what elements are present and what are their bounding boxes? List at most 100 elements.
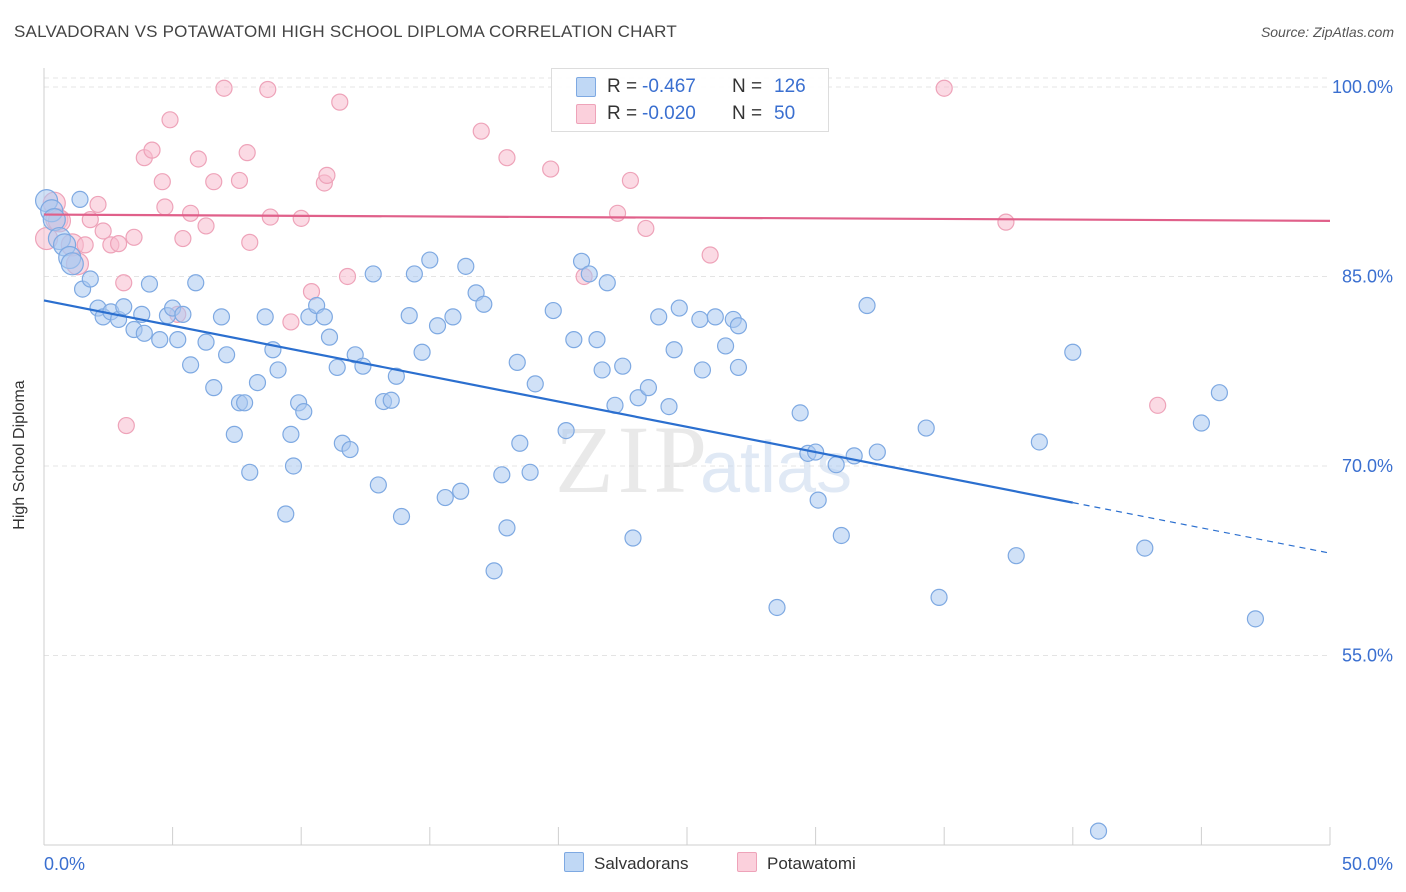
potawatomi-point xyxy=(621,171,640,190)
potawatomi-point xyxy=(935,79,953,97)
salvadoran-point xyxy=(557,422,575,440)
salvadoran-point xyxy=(706,308,724,326)
potawatomi-point xyxy=(161,111,179,129)
salvadoran-point xyxy=(930,588,948,606)
potawatomi-point xyxy=(997,213,1015,231)
y-tick-label: 55.0% xyxy=(1342,645,1393,665)
salvadoran-point xyxy=(248,373,267,392)
potawatomi-point xyxy=(143,141,161,159)
salvadoran-point xyxy=(526,375,544,393)
r-value: -0.020 xyxy=(642,103,696,124)
salvadoran-point xyxy=(436,488,454,507)
salvadoran-point xyxy=(1064,343,1082,361)
salvadoran-point xyxy=(218,346,236,364)
salvadoran-point xyxy=(115,298,133,316)
salvadoran-point xyxy=(277,505,295,523)
watermark-atlas: atlas xyxy=(700,428,852,508)
salvadoran-point xyxy=(282,425,300,443)
salvadoran-point xyxy=(508,353,526,371)
salvadoran-point xyxy=(665,341,683,359)
salvadoran-legend-swatch xyxy=(564,852,584,872)
salvadoran-trend-extension xyxy=(1072,502,1331,554)
x-tick-label: 0.0% xyxy=(44,854,85,874)
legend-item-salvadorans[interactable]: Salvadorans xyxy=(564,852,689,874)
salvadoran-point xyxy=(670,299,688,317)
salvadoran-point xyxy=(421,251,439,269)
potawatomi-point xyxy=(282,313,300,331)
legend-label: Potawatomi xyxy=(767,854,856,873)
salvadoran-point xyxy=(187,274,205,292)
potawatomi-point xyxy=(153,173,171,191)
potawatomi-point xyxy=(125,228,143,246)
potawatomi-point xyxy=(318,166,336,184)
salvadoran-point xyxy=(428,317,447,335)
salvadoran-point xyxy=(413,343,431,361)
salvadoran-point xyxy=(256,308,274,326)
potawatomi-point xyxy=(174,229,192,248)
potawatomi-point xyxy=(608,204,627,222)
chart-title: SALVADORAN VS POTAWATOMI HIGH SCHOOL DIP… xyxy=(14,22,677,41)
potawatomi-point xyxy=(109,235,128,253)
potawatomi-point xyxy=(182,204,200,222)
n-label: N = xyxy=(732,76,763,97)
potawatomi-point xyxy=(241,233,259,251)
salvadoran-point xyxy=(225,425,243,443)
salvadoran-point xyxy=(140,275,159,293)
salvadoran-point xyxy=(1089,822,1108,840)
salvadoran-point xyxy=(511,434,529,452)
salvadoran-point xyxy=(364,265,382,283)
salvadoran-point xyxy=(1007,547,1025,565)
y-tick-label: 85.0% xyxy=(1342,266,1393,286)
legend-item-potawatomi[interactable]: Potawatomi xyxy=(737,852,856,874)
potawatomi-point xyxy=(89,195,107,214)
salvadoran-point xyxy=(544,301,562,320)
salvadoran-point xyxy=(169,331,187,349)
salvadoran-point xyxy=(197,333,215,351)
salvadoran-point xyxy=(387,367,405,385)
salvadoran-point xyxy=(295,403,313,421)
salvadoran-point xyxy=(858,296,876,315)
salvadoran-point xyxy=(369,476,387,494)
salvadoran-point xyxy=(392,507,411,526)
salvadoran-point xyxy=(598,274,616,292)
salvadoran-point xyxy=(580,265,598,283)
salvadoran-point xyxy=(768,598,786,617)
salvadoran-point xyxy=(868,443,886,461)
potawatomi-point xyxy=(189,150,207,168)
salvadoran-point xyxy=(588,331,606,349)
potawatomi-point xyxy=(542,160,560,178)
salvadoran-point xyxy=(729,358,748,377)
salvadoran-point xyxy=(236,394,254,412)
salvadoran-point xyxy=(917,419,935,437)
salvadoran-point xyxy=(320,328,339,346)
salvadoran-point xyxy=(174,305,192,323)
y-tick-label: 100.0% xyxy=(1332,77,1393,97)
potawatomi-trend-line xyxy=(43,213,1331,222)
salvadoran-point xyxy=(650,308,668,326)
salvadoran-point xyxy=(328,358,346,377)
gridlines xyxy=(44,77,1330,656)
salvadoran-point xyxy=(614,357,632,375)
salvadoran-point xyxy=(315,308,333,326)
salvadoran-point xyxy=(729,317,748,335)
salvadoran-point xyxy=(1192,414,1211,432)
salvadoran-point xyxy=(716,337,735,355)
salvadoran-point xyxy=(475,295,493,313)
potawatomi-point xyxy=(205,173,223,191)
potawatomi-point xyxy=(94,222,112,240)
salvadoran-point xyxy=(284,457,303,475)
salvadoran-point xyxy=(809,491,827,509)
salvadoran-point xyxy=(400,307,418,325)
salvadoran-point xyxy=(485,562,503,580)
salvadoran-point xyxy=(341,440,359,459)
salvadoran-point xyxy=(382,391,400,409)
salvadoran-point xyxy=(135,324,153,342)
source-credit: Source: ZipAtlas.com xyxy=(1260,24,1394,40)
n-label: N = xyxy=(732,103,763,124)
salvadoran-point xyxy=(498,519,516,537)
salvadoran-point xyxy=(205,379,223,397)
y-tick-label: 70.0% xyxy=(1342,456,1393,476)
salvadoran-point xyxy=(354,357,372,375)
potawatomi-points xyxy=(34,79,1167,435)
potawatomi-point xyxy=(197,217,215,235)
